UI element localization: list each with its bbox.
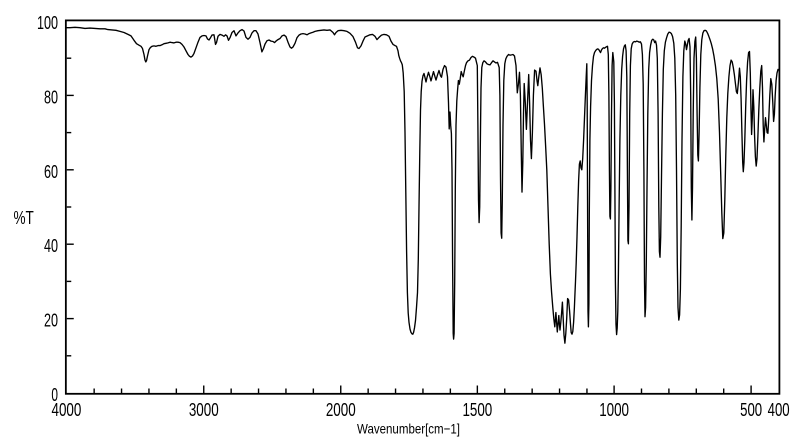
svg-text:1500: 1500 — [462, 400, 492, 420]
svg-text:%T: %T — [14, 208, 34, 228]
svg-text:80: 80 — [44, 88, 58, 108]
svg-text:Wavenumber[cm−1]: Wavenumber[cm−1] — [357, 421, 460, 437]
svg-text:1000: 1000 — [599, 400, 629, 420]
svg-text:20: 20 — [44, 311, 58, 331]
svg-text:40: 40 — [44, 237, 58, 257]
svg-text:100: 100 — [37, 13, 58, 33]
svg-text:3000: 3000 — [189, 400, 219, 420]
svg-text:4000: 4000 — [52, 400, 82, 420]
svg-text:0: 0 — [51, 385, 58, 405]
svg-text:2000: 2000 — [326, 400, 356, 420]
svg-text:400: 400 — [768, 400, 790, 420]
svg-text:60: 60 — [44, 162, 58, 182]
svg-text:500: 500 — [740, 400, 762, 420]
